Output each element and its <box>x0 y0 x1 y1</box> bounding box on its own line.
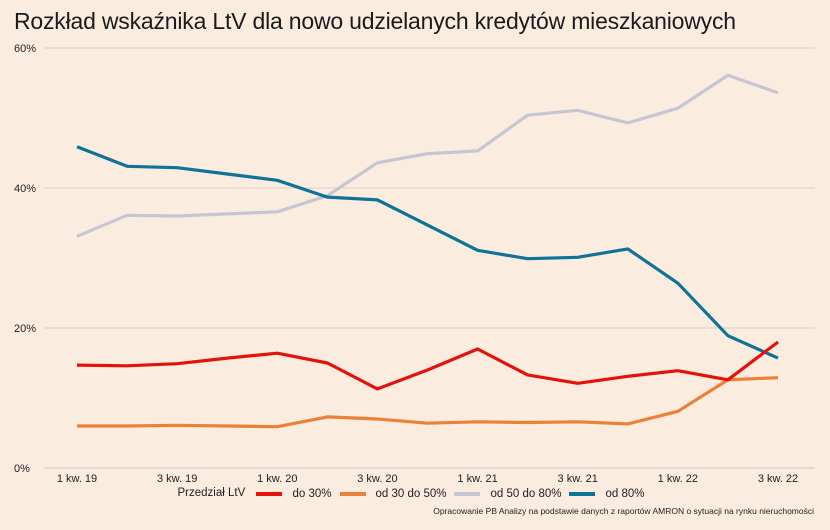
chart-title: Rozkład wskaźnika LtV dla nowo udzielany… <box>14 8 736 34</box>
x-tick-label: 1 kw. 19 <box>57 473 97 485</box>
series-line-od-50-do-80 <box>76 73 779 238</box>
legend-label: od 30 do 50% <box>375 488 447 500</box>
y-tick-label: 40% <box>14 183 36 195</box>
legend-swatch <box>339 492 366 496</box>
series-line-od-80 <box>76 145 779 360</box>
x-tick-label: 3 kw. 19 <box>157 473 197 485</box>
y-tick-label: 60% <box>14 43 36 55</box>
x-tick-label: 1 kw. 21 <box>457 473 497 485</box>
legend-swatch <box>454 492 481 496</box>
legend-swatch <box>256 492 283 496</box>
legend-title: Przedział LtV <box>177 487 246 499</box>
x-tick-label: 1 kw. 20 <box>257 473 297 485</box>
x-tick-label: 3 kw. 22 <box>758 473 798 485</box>
source-note: Opracowanie PB Analizy na podstawie dany… <box>433 506 814 516</box>
x-axis-ticks: 1 kw. 19 3 kw. 19 1 kw. 20 3 kw. 20 1 kw. 21… <box>57 473 798 485</box>
y-tick-label: 0% <box>14 463 30 475</box>
x-tick-label: 1 kw. 22 <box>658 473 698 485</box>
y-axis-ticks: 0% 20% 40% 60% <box>14 43 36 475</box>
x-tick-label: 3 kw. 21 <box>558 473 598 485</box>
legend-item: od 50 do 80% <box>454 488 561 500</box>
y-tick-label: 20% <box>14 323 36 335</box>
legend-item: od 80% <box>569 488 644 500</box>
legend-swatch <box>569 492 596 496</box>
legend: Przedział LtV do 30% od 30 do 50% od 50 do… <box>0 487 830 500</box>
legend-label: od 80% <box>605 488 645 500</box>
legend-label: od 50 do 80% <box>490 488 562 500</box>
gridlines <box>44 47 815 469</box>
legend-label: do 30% <box>292 488 332 500</box>
x-tick-label: 3 kw. 20 <box>357 473 397 485</box>
legend-item: od 30 do 50% <box>339 488 447 500</box>
legend-item: do 30% <box>256 488 332 500</box>
series-lines <box>76 73 779 429</box>
series-line-do-30 <box>76 340 779 391</box>
series-line-od-30-do-50 <box>77 376 779 429</box>
